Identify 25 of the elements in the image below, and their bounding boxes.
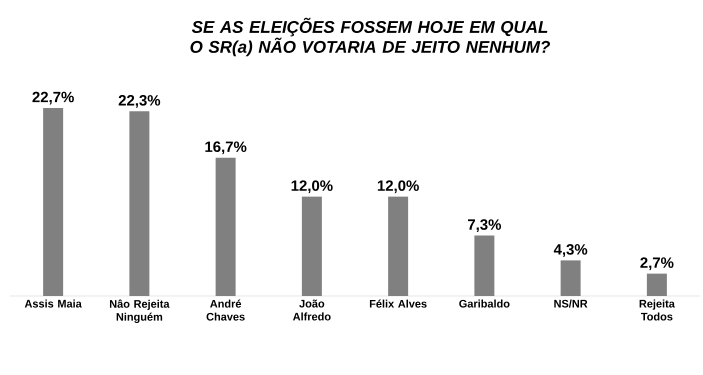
x-tick-label: Assis Maia [24,300,82,308]
data-label: 7,3% [468,219,502,232]
bar [560,260,581,296]
chart-title: SE AS ELEIÇÕES FOSSEM HOJE EM QUAL O SR(a) NÃO VOTARIA DE JEITO NENHUM? [190,18,550,56]
bar [216,158,236,296]
x-tick-label: João Alfredo [292,300,331,320]
bar [302,196,322,296]
x-tick-label: Nâo Rejeita Ninguém [110,300,170,323]
data-label: 12,0% [292,180,333,194]
bar [474,236,494,296]
x-tick-label: NS/NR [554,300,588,308]
data-label: 12,0% [378,180,419,194]
x-tick-label: Rejeita Todos [640,300,675,321]
bar [646,274,667,296]
bar [43,108,64,296]
x-tick-label: André Chaves [206,300,245,321]
data-label: 4,3% [554,244,588,257]
bar [129,111,150,296]
data-label: 2,7% [640,257,674,270]
bar [388,196,408,296]
data-label: 22,7% [32,92,74,104]
x-tick-label: Garibaldo [459,300,510,308]
data-label: 16,7% [205,141,246,154]
x-tick-label: Félix Alves [370,300,427,308]
data-label: 22,3% [118,95,160,108]
